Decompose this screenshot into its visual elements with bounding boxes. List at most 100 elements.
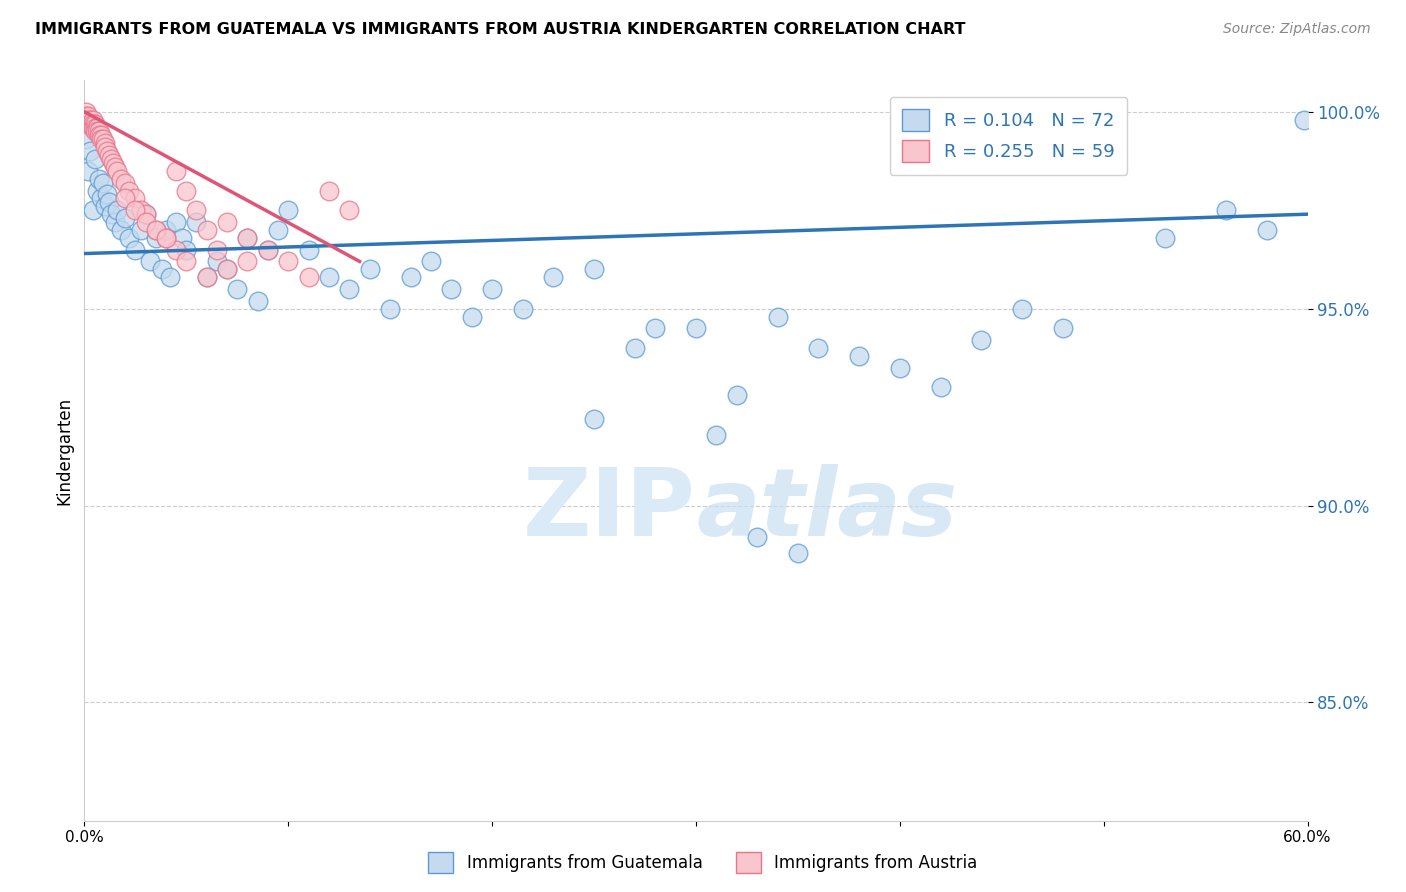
Point [339, 282, 361, 296]
Point [787, 546, 810, 560]
Point [172, 231, 194, 245]
Point [79, 144, 101, 158]
Point [267, 223, 290, 237]
Text: ZIP: ZIP [523, 464, 696, 556]
Point [217, 215, 239, 229]
Point [135, 215, 157, 229]
Point [75, 104, 97, 119]
Point [145, 223, 167, 237]
Point [79, 117, 101, 131]
Legend: R = 0.104   N = 72, R = 0.255   N = 59: R = 0.104 N = 72, R = 0.255 N = 59 [890, 96, 1128, 175]
Point [420, 254, 443, 268]
Point [82, 112, 104, 127]
Point [461, 310, 484, 324]
Point [150, 262, 173, 277]
Point [1154, 231, 1177, 245]
Point [114, 176, 136, 190]
Point [226, 282, 249, 296]
Point [685, 321, 707, 335]
Point [75, 112, 97, 127]
Point [1215, 203, 1237, 218]
Point [277, 203, 299, 218]
Point [277, 254, 299, 268]
Point [90, 128, 112, 143]
Point [87, 171, 110, 186]
Point [512, 301, 534, 316]
Point [195, 270, 218, 285]
Point [236, 254, 259, 268]
Point [104, 160, 127, 174]
Point [90, 191, 112, 205]
Point [217, 262, 239, 277]
Point [82, 203, 104, 218]
Point [298, 243, 321, 257]
Point [848, 349, 870, 363]
Point [138, 254, 160, 268]
Point [706, 427, 728, 442]
Point [118, 231, 141, 245]
Point [96, 187, 118, 202]
Point [1292, 112, 1315, 127]
Point [155, 231, 177, 245]
Point [100, 207, 122, 221]
Point [101, 156, 124, 170]
Point [97, 148, 120, 162]
Point [114, 211, 136, 226]
Point [186, 215, 208, 229]
Point [889, 360, 911, 375]
Point [624, 341, 647, 355]
Point [131, 223, 153, 237]
Point [380, 301, 402, 316]
Point [124, 191, 146, 205]
Point [83, 117, 105, 131]
Point [96, 144, 118, 158]
Point [339, 203, 361, 218]
Point [124, 203, 146, 218]
Point [195, 270, 218, 285]
Point [87, 124, 110, 138]
Point [135, 207, 157, 221]
Point [93, 140, 115, 154]
Point [118, 184, 141, 198]
Y-axis label: Kindergarten: Kindergarten [55, 396, 73, 505]
Point [257, 243, 280, 257]
Point [543, 270, 565, 285]
Point [82, 120, 104, 135]
Point [110, 223, 132, 237]
Point [79, 112, 101, 127]
Point [145, 231, 167, 245]
Point [104, 215, 127, 229]
Point [1256, 223, 1278, 237]
Point [174, 254, 197, 268]
Point [145, 223, 167, 237]
Text: IMMIGRANTS FROM GUATEMALA VS IMMIGRANTS FROM AUSTRIA KINDERGARTEN CORRELATION CH: IMMIGRANTS FROM GUATEMALA VS IMMIGRANTS … [35, 22, 966, 37]
Point [97, 195, 120, 210]
Point [159, 270, 181, 285]
Point [82, 117, 104, 131]
Point [236, 231, 259, 245]
Point [135, 207, 157, 221]
Point [90, 132, 112, 146]
Point [83, 124, 105, 138]
Point [217, 262, 239, 277]
Point [747, 530, 769, 544]
Point [114, 191, 136, 205]
Point [86, 184, 108, 198]
Point [165, 164, 187, 178]
Point [91, 132, 114, 146]
Point [165, 243, 187, 257]
Point [77, 117, 100, 131]
Point [195, 223, 218, 237]
Point [399, 270, 422, 285]
Point [91, 176, 114, 190]
Legend: Immigrants from Guatemala, Immigrants from Austria: Immigrants from Guatemala, Immigrants fr… [422, 846, 984, 880]
Text: atlas: atlas [696, 464, 957, 556]
Point [318, 184, 340, 198]
Point [86, 120, 108, 135]
Point [1052, 321, 1074, 335]
Point [1011, 301, 1033, 316]
Point [93, 136, 115, 151]
Point [205, 254, 228, 268]
Point [725, 388, 748, 402]
Point [766, 310, 789, 324]
